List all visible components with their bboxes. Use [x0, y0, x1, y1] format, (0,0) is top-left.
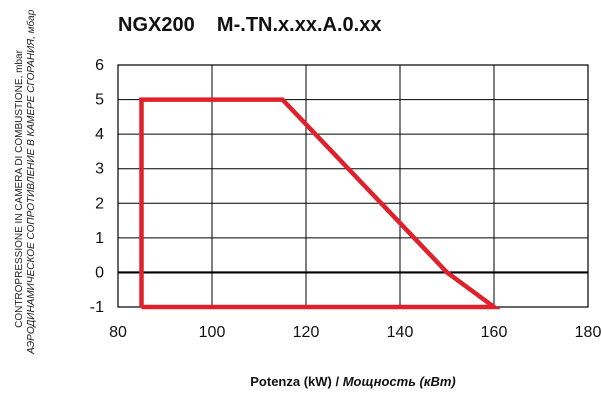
y-axis-label-ru: АЭРОДИНАМИЧЕСКОЕ СОПРОТИВЛЕНИЕ В КАМЕРЕ …: [26, 9, 37, 354]
y-tick-label: 6: [95, 57, 104, 74]
x-axis-label-ru: Мощность (кВт): [342, 374, 456, 389]
chart-title: NGX200 M-.TN.x.xx.A.0.xx: [118, 14, 382, 36]
y-tick-label: 2: [95, 195, 104, 212]
working-field-line: [139, 97, 501, 310]
x-tick-label: 100: [199, 324, 226, 341]
y-tick-label: 4: [95, 126, 104, 143]
x-tick-label: 120: [293, 324, 320, 341]
y-tick-label: -1: [90, 299, 104, 316]
x-tick-label: 180: [575, 324, 602, 341]
x-axis-label-it: Potenza (kW) /: [250, 374, 343, 389]
x-axis-label: Potenza (kW) / Мощность (кВт): [118, 374, 588, 389]
y-axis-label: CONTROPRESSIONE IN CAMERA DI COMBUSTIONE…: [14, 9, 38, 354]
x-tick-label: 140: [387, 324, 414, 341]
y-axis-label-it: CONTROPRESSIONE IN CAMERA DI COMBUSTIONE…: [14, 50, 25, 328]
x-tick-label: 160: [481, 324, 508, 341]
y-tick-label: 3: [95, 161, 104, 178]
y-tick-label: 1: [95, 230, 104, 247]
y-tick-label: 5: [95, 92, 104, 109]
x-tick-label: 80: [109, 324, 127, 341]
y-tick-label: 0: [95, 264, 104, 281]
